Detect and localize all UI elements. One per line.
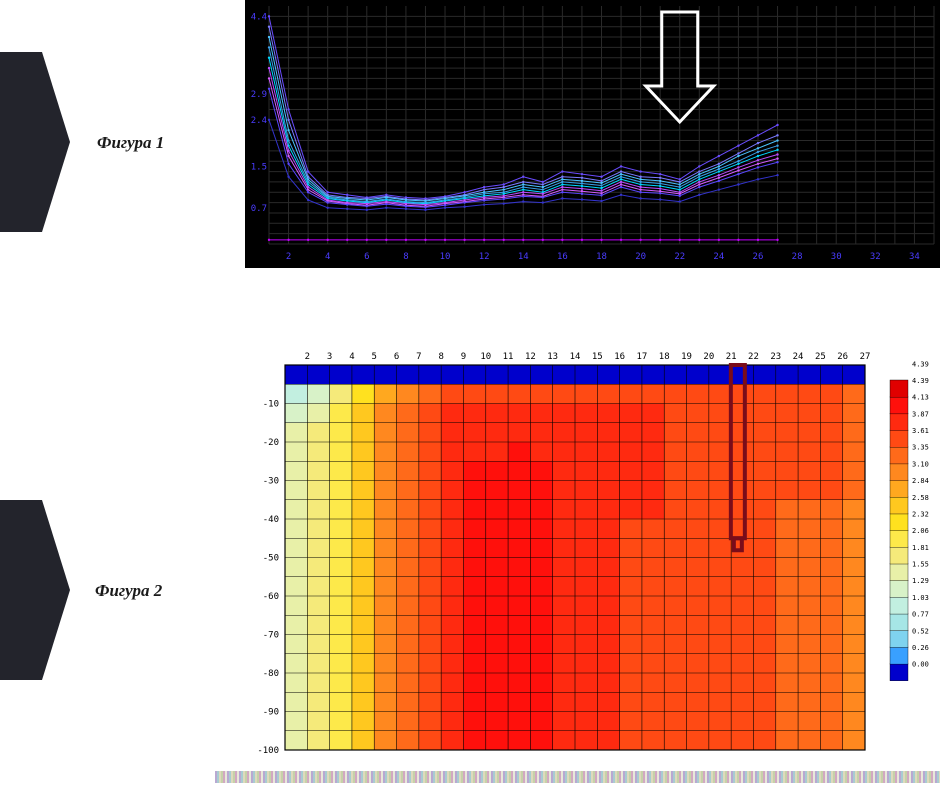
svg-text:6: 6 [364, 252, 369, 262]
svg-text:18: 18 [596, 252, 607, 262]
svg-text:12: 12 [479, 252, 490, 262]
figure2-chart: 2345678910111213141516171819202122232425… [245, 345, 940, 760]
svg-text:20: 20 [703, 352, 714, 362]
svg-text:16: 16 [557, 252, 568, 262]
figure2-label: Фигура 2 [95, 581, 162, 601]
svg-text:2.84: 2.84 [912, 477, 929, 485]
svg-text:22: 22 [674, 252, 685, 262]
svg-text:19: 19 [681, 352, 692, 362]
svg-text:2.4: 2.4 [251, 116, 267, 126]
svg-text:-50: -50 [263, 554, 279, 564]
figure1-label: Фигура 1 [97, 133, 164, 153]
svg-text:32: 32 [870, 252, 881, 262]
svg-text:4: 4 [349, 352, 354, 362]
svg-text:23: 23 [770, 352, 781, 362]
svg-text:24: 24 [793, 352, 804, 362]
svg-text:25: 25 [815, 352, 826, 362]
svg-text:0.00: 0.00 [912, 661, 929, 669]
svg-text:2: 2 [305, 352, 310, 362]
svg-text:4.39: 4.39 [912, 360, 929, 368]
svg-text:-100: -100 [257, 746, 279, 756]
svg-text:10: 10 [480, 352, 491, 362]
svg-text:-70: -70 [263, 631, 279, 641]
svg-text:8: 8 [438, 352, 443, 362]
svg-text:4.39: 4.39 [912, 377, 929, 385]
svg-text:3.61: 3.61 [912, 427, 929, 435]
svg-text:4.4: 4.4 [251, 12, 267, 22]
svg-text:3.10: 3.10 [912, 460, 929, 468]
svg-text:-10: -10 [263, 400, 279, 410]
svg-text:16: 16 [614, 352, 625, 362]
svg-text:26: 26 [837, 352, 848, 362]
svg-text:-80: -80 [263, 669, 279, 679]
svg-text:30: 30 [831, 252, 842, 262]
svg-text:-20: -20 [263, 438, 279, 448]
svg-text:1.29: 1.29 [912, 577, 929, 585]
svg-text:1.5: 1.5 [251, 162, 267, 172]
svg-text:-60: -60 [263, 592, 279, 602]
divider-strip [215, 771, 940, 783]
svg-text:28: 28 [792, 252, 803, 262]
svg-text:18: 18 [659, 352, 670, 362]
svg-text:3.35: 3.35 [912, 444, 929, 452]
svg-text:0.52: 0.52 [912, 627, 929, 635]
svg-text:9: 9 [461, 352, 466, 362]
svg-text:14: 14 [518, 252, 529, 262]
svg-text:27: 27 [860, 352, 871, 362]
svg-text:1.03: 1.03 [912, 594, 929, 602]
svg-text:10: 10 [440, 252, 451, 262]
svg-text:2.9: 2.9 [251, 90, 267, 100]
decorative-arrow-2 [0, 500, 70, 680]
svg-text:13: 13 [547, 352, 558, 362]
svg-text:26: 26 [753, 252, 764, 262]
svg-text:1.55: 1.55 [912, 561, 929, 569]
svg-text:4.13: 4.13 [912, 394, 929, 402]
svg-text:21: 21 [726, 352, 737, 362]
decorative-arrow-1 [0, 52, 70, 232]
svg-text:0.7: 0.7 [251, 204, 267, 214]
svg-text:-30: -30 [263, 477, 279, 487]
svg-text:2.32: 2.32 [912, 510, 929, 518]
svg-text:4: 4 [325, 252, 330, 262]
svg-text:2.58: 2.58 [912, 494, 929, 502]
svg-text:14: 14 [570, 352, 581, 362]
svg-text:15: 15 [592, 352, 603, 362]
svg-text:17: 17 [637, 352, 648, 362]
svg-text:2.06: 2.06 [912, 527, 929, 535]
svg-text:22: 22 [748, 352, 759, 362]
svg-text:-90: -90 [263, 708, 279, 718]
svg-text:34: 34 [909, 252, 920, 262]
svg-text:0.77: 0.77 [912, 611, 929, 619]
svg-text:5: 5 [372, 352, 377, 362]
svg-text:20: 20 [635, 252, 646, 262]
svg-text:12: 12 [525, 352, 536, 362]
figure1-chart: 2468101214161820222426283032340.71.52.42… [245, 0, 940, 268]
svg-text:2: 2 [286, 252, 291, 262]
svg-text:0.26: 0.26 [912, 644, 929, 652]
svg-text:7: 7 [416, 352, 421, 362]
svg-text:-40: -40 [263, 515, 279, 525]
svg-text:8: 8 [403, 252, 408, 262]
svg-text:24: 24 [713, 252, 724, 262]
svg-text:6: 6 [394, 352, 399, 362]
svg-text:3.87: 3.87 [912, 410, 929, 418]
svg-text:1.81: 1.81 [912, 544, 929, 552]
svg-text:3: 3 [327, 352, 332, 362]
svg-text:11: 11 [503, 352, 514, 362]
